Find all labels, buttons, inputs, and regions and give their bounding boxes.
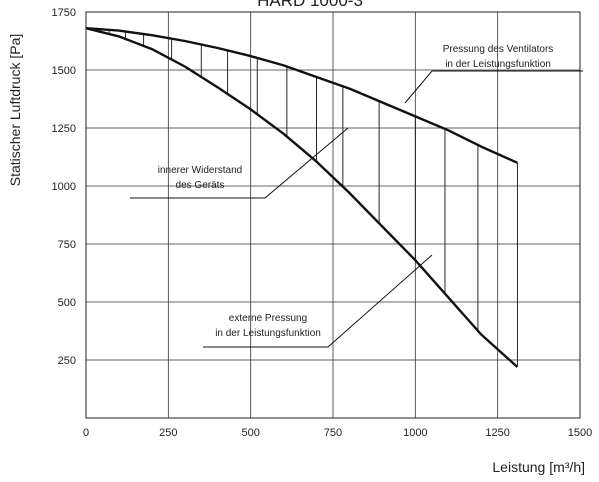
x-tick-labels: 0 250 500 750 1000 1250 1500 (83, 427, 592, 439)
hatch-lines (108, 29, 518, 367)
y-tick-label-4: 1250 (52, 123, 76, 135)
x-tick-label-3: 750 (324, 427, 342, 439)
series-layer (85, 27, 519, 368)
y-tick-label-0: 250 (58, 355, 76, 367)
annotation-fan-line-1: in der Leistungsfunktion (445, 59, 551, 70)
y-tick-label-3: 1000 (52, 181, 76, 193)
annotation-external-leader (203, 254, 433, 348)
y-tick-label-1: 500 (58, 297, 76, 309)
annotation-inner-leader (130, 127, 349, 199)
annotation-external-line-0: externe Pressung (229, 313, 307, 324)
y-tick-label-5: 1500 (52, 65, 76, 77)
y-tick-label-6: 1750 (52, 7, 76, 19)
y-axis-title: Statischer Luftdruck [Pa] (7, 34, 23, 187)
x-tick-label-2: 500 (241, 427, 259, 439)
plot-frame (85, 11, 581, 419)
chart-title: HARD 1000-3 (257, 0, 363, 10)
y-tick-label-2: 750 (58, 239, 76, 251)
x-tick-label-5: 1250 (485, 427, 509, 439)
x-tick-label-4: 1000 (403, 427, 427, 439)
annotation-inner-line-1: des Geräts (176, 180, 225, 191)
x-tick-label-1: 250 (159, 427, 177, 439)
x-tick-label-0: 0 (83, 427, 89, 439)
annotation-fan-leader (404, 70, 583, 104)
series-line-1 (85, 27, 519, 368)
annotation-fan-line-0: Pressung des Ventilators (443, 44, 554, 55)
x-tick-label-6: 1500 (568, 427, 592, 439)
y-tick-labels: 250 500 750 1000 1250 1500 1750 (52, 7, 76, 367)
annotations: Pressung des Ventilators in der Leistungs… (130, 44, 583, 348)
annotation-inner-line-0: innerer Widerstand (158, 165, 242, 176)
annotation-external-line-1: in der Leistungsfunktion (215, 328, 321, 339)
x-axis-title: Leistung [m³/h] (492, 459, 585, 475)
series-line-0 (85, 27, 518, 164)
